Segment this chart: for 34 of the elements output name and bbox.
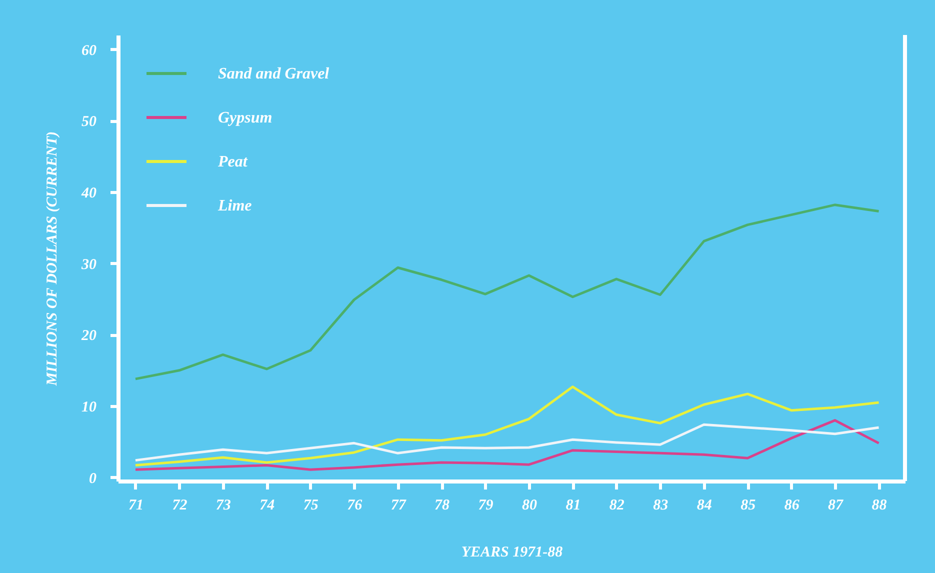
x-tick-label: 86 bbox=[784, 498, 800, 514]
y-tick-label: 60 bbox=[82, 42, 97, 59]
legend-label: Lime bbox=[217, 198, 252, 214]
y-tick-label: 50 bbox=[82, 114, 97, 130]
y-tick-label: 10 bbox=[82, 400, 97, 416]
legend-label: Peat bbox=[217, 154, 248, 170]
x-tick-label: 83 bbox=[653, 498, 669, 514]
x-tick-label: 78 bbox=[434, 498, 450, 514]
x-tick-label: 76 bbox=[347, 498, 363, 514]
x-tick-label: 73 bbox=[216, 498, 232, 514]
x-tick-label: 79 bbox=[478, 498, 494, 514]
x-tick-label: 72 bbox=[172, 498, 188, 514]
line-series bbox=[134, 419, 880, 471]
x-axis-title: YEARS 1971-88 bbox=[461, 544, 564, 560]
y-tick-label: 30 bbox=[80, 256, 97, 273]
x-tick-label: 75 bbox=[303, 498, 319, 514]
x-tick-label: 87 bbox=[828, 498, 844, 514]
y-tick-label: 40 bbox=[80, 185, 97, 202]
x-tick-label: 88 bbox=[872, 498, 888, 514]
x-tick-label: 74 bbox=[260, 498, 276, 514]
line-series bbox=[134, 386, 880, 467]
legend-label: Sand and Gravel bbox=[218, 66, 330, 82]
line-series bbox=[134, 423, 880, 462]
x-tick-label: 84 bbox=[696, 498, 712, 514]
legend-label: Gypsum bbox=[218, 110, 272, 126]
x-tick-label: 82 bbox=[609, 498, 625, 514]
y-tick-label: 20 bbox=[80, 328, 97, 344]
x-tick-label: 71 bbox=[128, 498, 144, 514]
x-tick-label: 77 bbox=[390, 498, 406, 514]
x-tick-label: 85 bbox=[740, 498, 756, 514]
x-tick-label: 80 bbox=[522, 498, 538, 514]
y-axis-title: MILLIONS OF DOLLARS (CURRENT) bbox=[44, 131, 60, 387]
x-tick-label: 81 bbox=[566, 498, 581, 514]
y-tick-label: 0 bbox=[89, 470, 97, 487]
